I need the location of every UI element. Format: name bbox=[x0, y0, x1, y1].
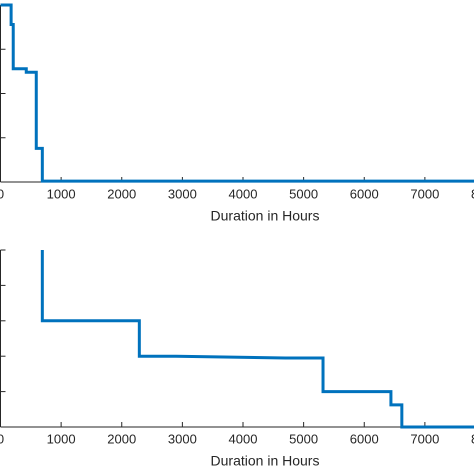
x-tick-label: 6000 bbox=[350, 431, 379, 446]
x-tick-label: 1000 bbox=[47, 431, 76, 446]
x-tick-label: 2000 bbox=[107, 186, 136, 201]
x-tick-label: 5000 bbox=[289, 431, 318, 446]
x-tick-label: 3000 bbox=[168, 431, 197, 446]
step-line bbox=[40, 250, 474, 429]
x-tick-label: 2000 bbox=[107, 431, 136, 446]
x-axis-label: Duration in Hours bbox=[211, 453, 320, 469]
x-tick-label: 4000 bbox=[229, 431, 258, 446]
x-axis-label: Duration in Hours bbox=[211, 208, 320, 224]
x-tick-label: 8000 bbox=[471, 186, 474, 201]
x-tick-label: 0 bbox=[0, 186, 4, 201]
x-tick-label: 5000 bbox=[289, 186, 318, 201]
x-tick-label: 7000 bbox=[410, 186, 439, 201]
x-tick-label: 8000 bbox=[471, 431, 474, 446]
x-tick-label: 4000 bbox=[229, 186, 258, 201]
x-tick-label: 7000 bbox=[410, 431, 439, 446]
x-tick-label: 6000 bbox=[350, 186, 379, 201]
x-tick-label: 1000 bbox=[47, 186, 76, 201]
step-line bbox=[0, 3, 474, 183]
x-tick-label: 3000 bbox=[168, 186, 197, 201]
x-tick-label: 0 bbox=[0, 431, 4, 446]
